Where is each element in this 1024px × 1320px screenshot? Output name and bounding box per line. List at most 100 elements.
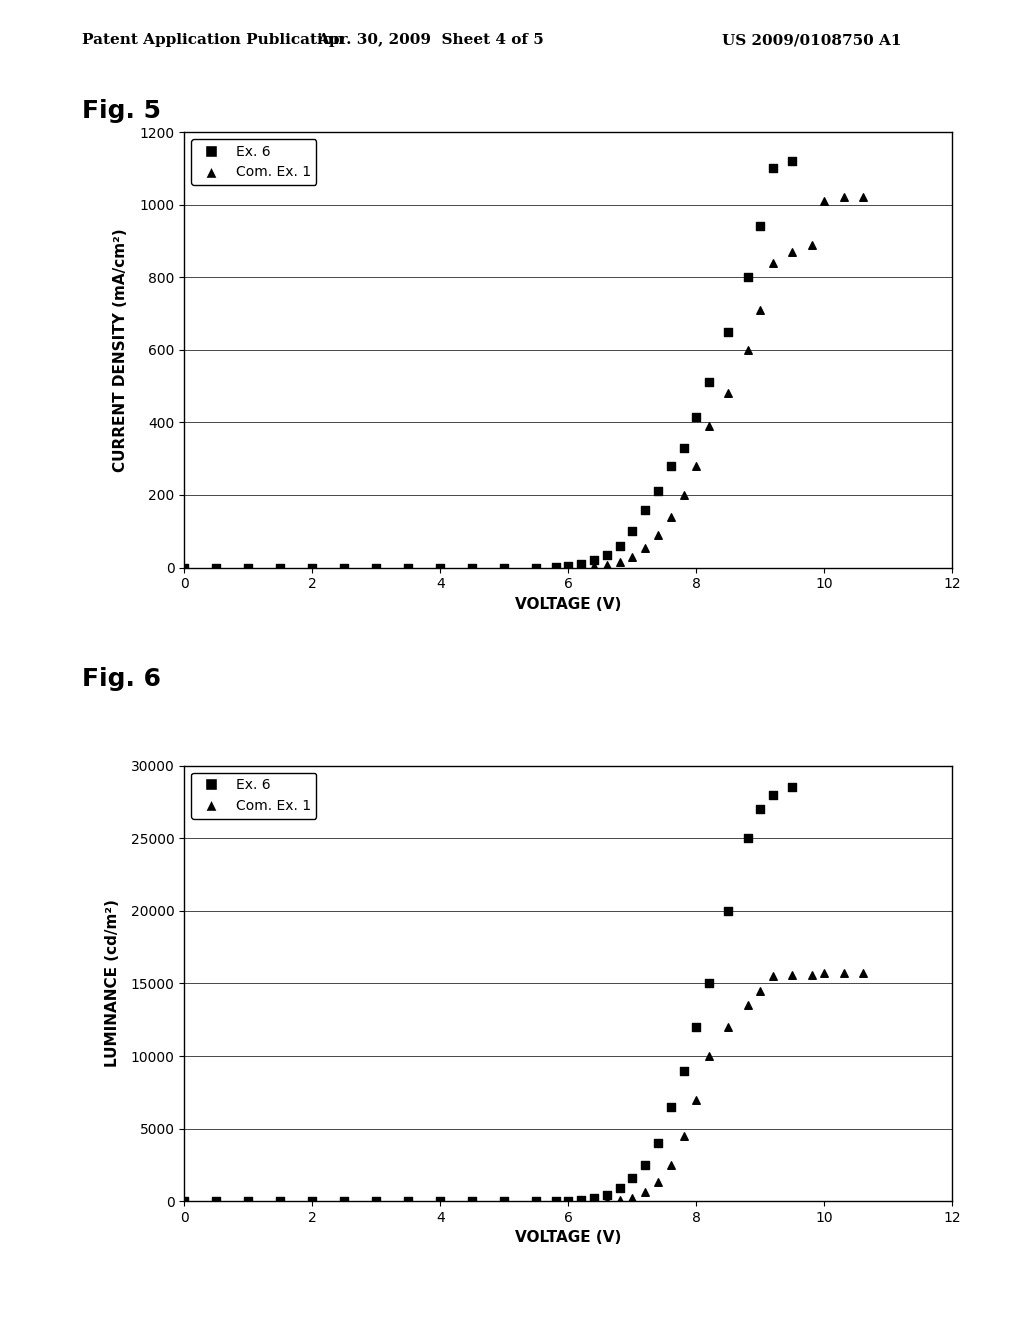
Point	[400, 557, 417, 578]
Point	[739, 267, 756, 288]
Point	[464, 1191, 480, 1212]
Point	[637, 1181, 653, 1203]
Point	[784, 964, 801, 985]
Point	[586, 556, 602, 577]
Point	[598, 544, 614, 565]
Point	[650, 524, 667, 545]
Point	[676, 1125, 692, 1146]
Point	[637, 537, 653, 558]
Point	[803, 234, 819, 255]
Point	[611, 1177, 628, 1199]
Point	[720, 900, 736, 921]
Point	[272, 1191, 289, 1212]
Point	[496, 1191, 512, 1212]
Point	[208, 1191, 224, 1212]
Point	[700, 1045, 717, 1067]
Point	[663, 1096, 679, 1117]
Point	[176, 557, 193, 578]
Point	[496, 1191, 512, 1212]
Point	[720, 321, 736, 342]
Point	[624, 1167, 641, 1188]
Point	[464, 557, 480, 578]
Point	[240, 557, 256, 578]
Point	[432, 557, 449, 578]
Point	[598, 1191, 614, 1212]
Point	[765, 158, 781, 180]
Point	[272, 557, 289, 578]
Point	[676, 484, 692, 506]
X-axis label: VOLTAGE (V): VOLTAGE (V)	[515, 597, 622, 612]
Text: Fig. 5: Fig. 5	[82, 99, 161, 123]
Point	[676, 1060, 692, 1081]
Y-axis label: CURRENT DENSITY (mA/cm²): CURRENT DENSITY (mA/cm²)	[114, 228, 128, 471]
Y-axis label: LUMINANCE (cd/m²): LUMINANCE (cd/m²)	[104, 899, 120, 1068]
Legend: Ex. 6, Com. Ex. 1: Ex. 6, Com. Ex. 1	[191, 772, 316, 818]
Point	[752, 216, 768, 238]
Point	[272, 557, 289, 578]
Point	[176, 1191, 193, 1212]
Point	[720, 383, 736, 404]
Point	[369, 557, 385, 578]
Text: Patent Application Publication: Patent Application Publication	[82, 33, 344, 48]
Point	[739, 339, 756, 360]
Point	[700, 973, 717, 994]
Point	[624, 521, 641, 543]
Legend: Ex. 6, Com. Ex. 1: Ex. 6, Com. Ex. 1	[191, 139, 316, 185]
Point	[624, 546, 641, 568]
Point	[765, 965, 781, 986]
Point	[400, 1191, 417, 1212]
Point	[586, 549, 602, 570]
Point	[496, 557, 512, 578]
Point	[528, 1191, 545, 1212]
Point	[336, 1191, 352, 1212]
Point	[586, 1188, 602, 1209]
Text: Apr. 30, 2009  Sheet 4 of 5: Apr. 30, 2009 Sheet 4 of 5	[316, 33, 544, 48]
Point	[816, 962, 833, 983]
Point	[836, 187, 852, 209]
Point	[208, 1191, 224, 1212]
Point	[752, 300, 768, 321]
Point	[611, 552, 628, 573]
Point	[432, 1191, 449, 1212]
Point	[752, 799, 768, 820]
Point	[560, 557, 577, 578]
Point	[240, 557, 256, 578]
Point	[336, 557, 352, 578]
Point	[650, 480, 667, 502]
Point	[688, 1089, 705, 1110]
Point	[765, 784, 781, 805]
Point	[304, 1191, 321, 1212]
Point	[369, 1191, 385, 1212]
Point	[784, 242, 801, 263]
Point	[560, 1191, 577, 1212]
Point	[854, 962, 870, 983]
Point	[765, 252, 781, 273]
Point	[739, 828, 756, 849]
Point	[464, 1191, 480, 1212]
Text: Fig. 6: Fig. 6	[82, 667, 161, 690]
Point	[240, 1191, 256, 1212]
Point	[720, 1016, 736, 1038]
Point	[598, 554, 614, 576]
Point	[637, 499, 653, 520]
Point	[547, 1191, 563, 1212]
Point	[573, 1191, 590, 1212]
Point	[663, 507, 679, 528]
Point	[208, 557, 224, 578]
Point	[560, 1191, 577, 1212]
Point	[464, 557, 480, 578]
Point	[176, 1191, 193, 1212]
Point	[700, 372, 717, 393]
Point	[369, 1191, 385, 1212]
Point	[240, 1191, 256, 1212]
Point	[336, 557, 352, 578]
Point	[752, 979, 768, 1001]
Point	[836, 962, 852, 983]
Point	[688, 407, 705, 428]
Point	[688, 455, 705, 477]
Point	[528, 557, 545, 578]
Point	[369, 557, 385, 578]
Point	[573, 1189, 590, 1210]
Point	[586, 1191, 602, 1212]
Point	[400, 557, 417, 578]
